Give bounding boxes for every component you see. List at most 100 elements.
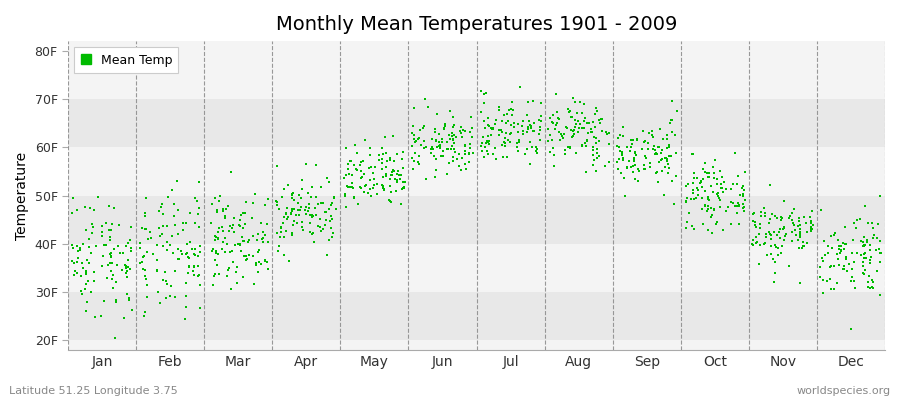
Point [281,214,295,220]
Point [696,165,710,172]
Point [338,192,353,199]
Point [219,206,233,212]
Point [405,155,419,162]
Point [661,160,675,167]
Point [746,218,760,224]
Point [82,244,96,250]
Point [208,195,222,202]
Point [554,130,568,137]
Point [191,263,205,269]
Point [310,162,324,168]
Point [375,145,390,152]
Point [187,251,202,257]
Point [616,156,630,163]
Point [80,299,94,306]
Point [496,154,510,160]
Point [680,219,694,226]
Point [443,136,457,142]
Point [86,230,100,236]
Point [489,156,503,162]
Point [446,158,460,164]
Point [257,202,272,208]
Point [107,204,122,211]
Point [311,223,326,229]
Point [191,211,205,218]
Point [625,141,639,147]
Point [65,210,79,217]
Point [433,144,447,151]
Point [679,199,693,206]
Point [109,299,123,305]
Point [526,120,541,126]
Point [428,125,442,132]
Point [804,219,818,226]
Point [141,236,156,242]
Point [345,184,359,191]
Point [746,242,760,248]
Point [763,232,778,238]
Point [320,252,334,258]
Point [827,230,842,236]
Point [499,140,513,146]
Point [178,280,193,286]
Point [157,243,171,250]
Point [706,189,721,196]
Point [296,226,310,233]
Bar [68,51,885,99]
Point [362,165,376,171]
Point [210,262,224,268]
Point [375,183,390,189]
Point [108,335,122,342]
Point [285,190,300,196]
Point [778,233,792,240]
Point [206,282,220,288]
Point [500,118,515,124]
Point [241,252,256,258]
Point [565,134,580,140]
Point [777,237,791,244]
Point [417,138,431,144]
Point [318,222,332,229]
Point [752,261,766,267]
Point [384,189,399,196]
Point [702,174,716,180]
Point [270,202,284,208]
Point [158,269,172,275]
Point [639,155,653,162]
Point [364,192,378,199]
Point [103,237,117,243]
Point [489,117,503,123]
Point [824,262,839,269]
Point [543,148,557,155]
Point [648,146,662,153]
Point [295,219,310,225]
Point [712,168,726,174]
Point [152,224,166,231]
Point [307,239,321,246]
Point [91,194,105,200]
Point [168,268,183,274]
Point [657,191,671,198]
Point [153,233,167,240]
Point [552,116,566,122]
Point [710,176,724,182]
Point [857,255,871,261]
Point [793,231,807,237]
Point [481,122,495,128]
Point [737,186,751,193]
Point [270,163,284,169]
Point [135,225,149,232]
Point [579,168,593,175]
Point [140,249,154,255]
Point [735,192,750,199]
Point [133,240,148,246]
Point [836,266,850,272]
Point [523,122,537,128]
Point [665,178,680,184]
Point [279,211,293,217]
Point [140,276,154,282]
Point [587,134,601,140]
Point [651,179,665,185]
Point [192,224,206,231]
Point [236,210,250,217]
